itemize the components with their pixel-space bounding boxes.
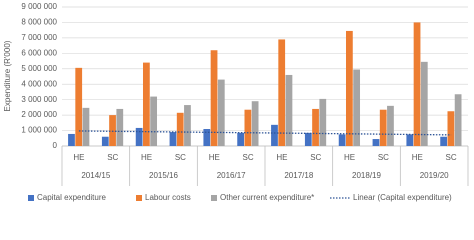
bar xyxy=(304,132,312,146)
y-tick-label: 4 000 000 xyxy=(21,79,57,88)
bar xyxy=(420,61,428,147)
bar xyxy=(150,96,158,146)
bar xyxy=(345,30,353,146)
trendline xyxy=(78,130,452,136)
bar xyxy=(338,134,346,146)
legend-label: Capital expenditure xyxy=(37,193,106,202)
x-tick-label: HE xyxy=(344,153,355,162)
bar xyxy=(135,127,143,146)
y-tick-label: 6 000 000 xyxy=(21,48,57,57)
bar xyxy=(68,133,75,146)
x-tick-label: SC xyxy=(243,153,254,162)
bar xyxy=(142,62,150,146)
bar xyxy=(244,109,252,146)
y-tick-label: 2 000 000 xyxy=(21,110,57,119)
legend-label: Other current expenditure* xyxy=(220,193,314,202)
y-axis-label: Expenditure (R'000) xyxy=(3,40,12,111)
y-tick-label: 0 xyxy=(53,141,58,150)
legend-swatch xyxy=(136,195,142,201)
x-tick-label: HE xyxy=(73,153,84,162)
bar xyxy=(312,108,319,146)
group-label: 2015/16 xyxy=(149,171,178,180)
bar xyxy=(203,129,211,146)
chart: Expenditure (R'000) 0 1 000 000 2 000 000 3… xyxy=(3,2,469,202)
bar xyxy=(406,134,414,146)
legend-swatch xyxy=(211,195,217,201)
x-tick-label: SC xyxy=(378,153,389,162)
bar xyxy=(184,105,191,146)
bar xyxy=(319,98,327,146)
y-tick-label: 7 000 000 xyxy=(21,33,57,42)
y-tick-label: 3 000 000 xyxy=(21,95,57,104)
bar xyxy=(169,132,177,146)
bar xyxy=(387,105,394,146)
bar xyxy=(101,136,109,146)
bar xyxy=(413,22,421,147)
y-tick-label: 8 000 000 xyxy=(21,18,57,27)
x-tick-label: HE xyxy=(209,153,220,162)
bar xyxy=(75,67,83,146)
legend-swatch xyxy=(28,195,34,201)
bar xyxy=(82,107,90,146)
bar xyxy=(176,112,184,146)
group-label: 2014/15 xyxy=(81,171,110,180)
bar xyxy=(109,115,116,146)
bar xyxy=(353,69,361,146)
y-tick-label: 9 000 000 xyxy=(21,2,57,11)
bar xyxy=(372,139,380,146)
x-tick-label: SC xyxy=(310,153,321,162)
bar xyxy=(251,101,259,146)
group-label: 2016/17 xyxy=(217,171,246,180)
x-tick-label: HE xyxy=(141,153,152,162)
bar xyxy=(271,124,278,146)
bar xyxy=(237,132,245,146)
x-tick-label: HE xyxy=(412,153,423,162)
bar xyxy=(285,74,293,146)
legend-label: Labour costs xyxy=(145,193,191,202)
bar xyxy=(210,50,218,146)
bar xyxy=(379,109,387,146)
x-tick-label: SC xyxy=(446,153,457,162)
bar xyxy=(217,79,225,146)
y-tick-label: 5 000 000 xyxy=(21,64,57,73)
legend-label: Linear (Capital expenditure) xyxy=(353,193,452,202)
x-tick-label: HE xyxy=(276,153,287,162)
x-tick-label: SC xyxy=(175,153,186,162)
group-label: 2017/18 xyxy=(284,171,313,180)
bar xyxy=(440,136,448,146)
group-label: 2019/20 xyxy=(420,171,449,180)
bar xyxy=(447,111,455,146)
bar xyxy=(116,108,124,146)
y-tick-label: 1 000 000 xyxy=(21,126,57,135)
group-label: 2018/19 xyxy=(352,171,381,180)
bar xyxy=(278,39,286,146)
bar xyxy=(454,94,462,146)
x-tick-label: SC xyxy=(107,153,118,162)
